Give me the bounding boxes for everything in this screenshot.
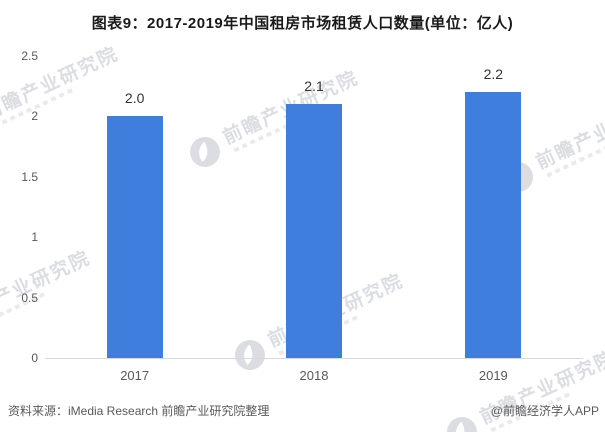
y-tick-label: 2 (31, 109, 38, 123)
qianzhan-logo-icon (235, 340, 265, 370)
qianzhan-logo-icon (190, 137, 220, 167)
watermark-text: 前瞻产业研究院 (532, 92, 605, 174)
x-label-2019: 2019 (478, 368, 508, 383)
watermark: 前瞻产业研究院 (447, 347, 605, 432)
y-tick-label: 1.5 (21, 169, 38, 184)
y-tick-label: 1 (31, 230, 38, 244)
credit-note: @前瞻经济学人APP (490, 404, 599, 418)
bar-2019 (465, 91, 522, 358)
source-note: 资料来源：iMedia Research 前瞻产业研究院整理 (8, 404, 270, 418)
watermark-text: 前瞻产业研究院 (0, 247, 95, 329)
x-axis-line (45, 358, 583, 359)
watermark-tagline (546, 135, 605, 178)
value-label-2018: 2.1 (304, 77, 324, 94)
y-tick-label: 2.5 (21, 48, 38, 63)
bar-2018 (286, 103, 342, 358)
qianzhan-logo-icon (447, 417, 477, 432)
watermark: 前瞻产业研究院 (190, 67, 375, 167)
watermark: 前瞻产业研究院 (0, 247, 107, 347)
bar-2017 (106, 116, 163, 358)
x-label-2018: 2018 (299, 368, 329, 383)
value-label-2019: 2.2 (483, 65, 504, 82)
x-label-2017: 2017 (120, 368, 150, 383)
y-tick-label: 0.5 (21, 290, 38, 305)
chart-title: 图表9：2017-2019年中国租房市场租赁人口数量(单位：亿人) (91, 15, 514, 32)
y-tick-label: 0 (31, 351, 38, 365)
value-label-2017: 2.0 (124, 90, 145, 106)
